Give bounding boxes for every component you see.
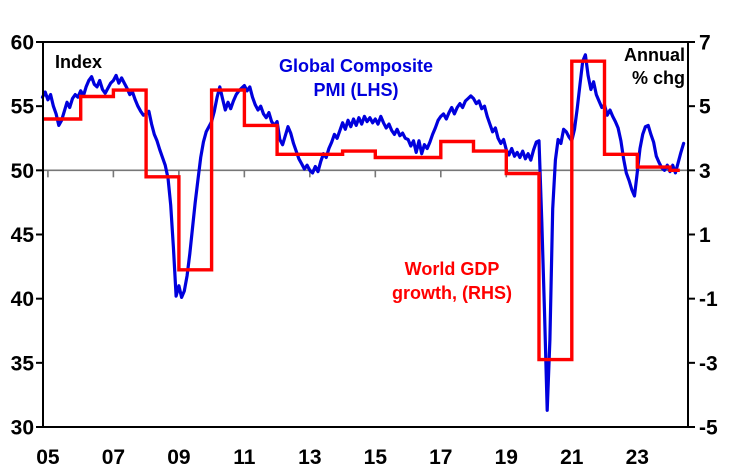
x-axis-tick-label: 15 <box>364 446 388 469</box>
x-axis-tick-label: 07 <box>102 446 125 469</box>
right-axis-tick-label: -1 <box>699 288 718 311</box>
x-axis-tick-label: 17 <box>429 446 452 469</box>
left-axis-tick-label: 40 <box>11 288 34 311</box>
x-axis-tick-label: 05 <box>36 446 60 469</box>
gdp-step-series <box>43 59 680 362</box>
plot-border <box>42 41 689 428</box>
x-axis-tick-label: 11 <box>233 446 256 469</box>
right-axis-tick-label: 7 <box>699 32 711 55</box>
x-axis-tick-label: 09 <box>167 446 190 469</box>
right-axis-tick-label: 1 <box>699 224 711 247</box>
left-axis-tick-label: 60 <box>11 32 34 55</box>
right-axis-tick-label: -3 <box>699 352 718 375</box>
left-axis-tick-label: 50 <box>11 160 34 183</box>
right-axis-tick-label: 5 <box>699 96 711 119</box>
left-axis-tick-label: 55 <box>11 96 35 119</box>
right-axis-tick-label: -5 <box>699 417 718 440</box>
x-axis-tick-label: 13 <box>298 446 321 469</box>
pmi-line-series <box>40 53 686 412</box>
left-axis-tick-label: 30 <box>11 417 34 440</box>
right-axis-tick-label: 3 <box>699 160 711 183</box>
x-axis-tick-label: 19 <box>495 446 518 469</box>
left-axis-tick-label: 35 <box>11 352 35 375</box>
left-axis-tick-label: 45 <box>11 224 35 247</box>
x-axis-tick-label: 23 <box>626 446 649 469</box>
x-axis-tick-label: 21 <box>560 446 584 469</box>
